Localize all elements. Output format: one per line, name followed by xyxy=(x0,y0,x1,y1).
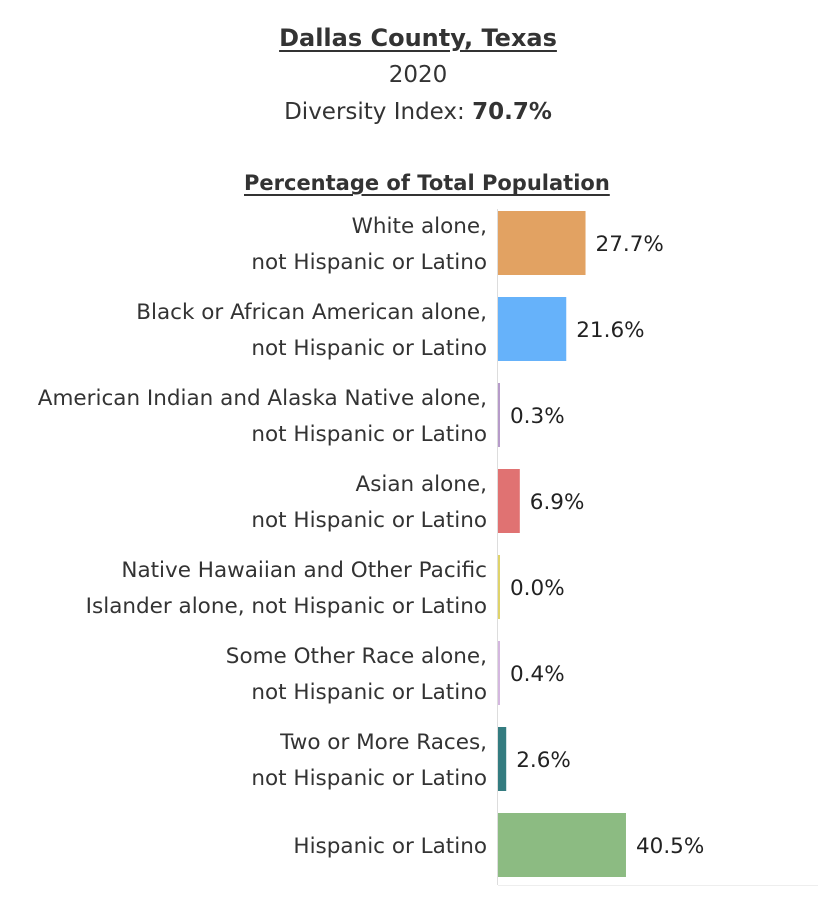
category-label-0: White alone, not Hispanic or Latino xyxy=(251,214,487,275)
bar-6 xyxy=(498,727,507,791)
value-label-5: 0.4% xyxy=(510,662,565,687)
category-label-2: American Indian and Alaska Native alone,… xyxy=(38,386,487,447)
value-label-3: 6.9% xyxy=(530,490,585,515)
category-label-5: Some Other Race alone, not Hispanic or La… xyxy=(226,644,487,705)
value-label-6: 2.6% xyxy=(516,748,571,773)
year-label: 2020 xyxy=(388,62,448,88)
county-title: Dallas County, Texas xyxy=(279,24,557,52)
diversity-index-label: Diversity Index: xyxy=(284,99,465,125)
value-label-4: 0.0% xyxy=(510,576,565,601)
bar-3 xyxy=(498,469,520,533)
category-label-6: Two or More Races, not Hispanic or Latino xyxy=(251,730,487,791)
value-label-0: 27.7% xyxy=(596,232,664,257)
bar-1 xyxy=(498,297,567,361)
category-label-3: Asian alone, not Hispanic or Latino xyxy=(251,472,487,533)
category-label-1: Black or African American alone, not Hisp… xyxy=(136,300,487,361)
chart-title: Percentage of Total Population xyxy=(244,171,610,195)
bar-5 xyxy=(498,641,500,705)
category-label-7: Hispanic or Latino xyxy=(293,834,487,859)
category-label-4: Native Hawaiian and Other Pacific Islande… xyxy=(86,558,487,619)
value-label-7: 40.5% xyxy=(636,834,704,859)
bar-2 xyxy=(498,383,500,447)
diversity-index: Diversity Index: 70.7% xyxy=(0,99,834,125)
bar-0 xyxy=(498,211,586,275)
value-label-1: 21.6% xyxy=(576,318,644,343)
bar-7 xyxy=(498,813,626,877)
bar-4 xyxy=(498,555,500,619)
value-label-2: 0.3% xyxy=(510,404,565,429)
diversity-index-value: 70.7% xyxy=(472,99,552,125)
